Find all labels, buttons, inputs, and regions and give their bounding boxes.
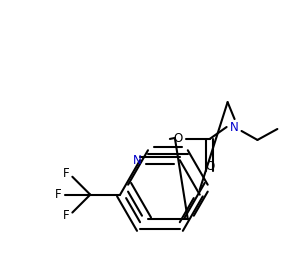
Text: N: N: [133, 154, 142, 167]
Text: F: F: [63, 209, 70, 222]
Text: O: O: [205, 160, 214, 173]
Text: F: F: [55, 188, 62, 201]
Text: F: F: [63, 167, 70, 180]
Text: O: O: [173, 132, 182, 146]
Text: N: N: [230, 120, 239, 133]
